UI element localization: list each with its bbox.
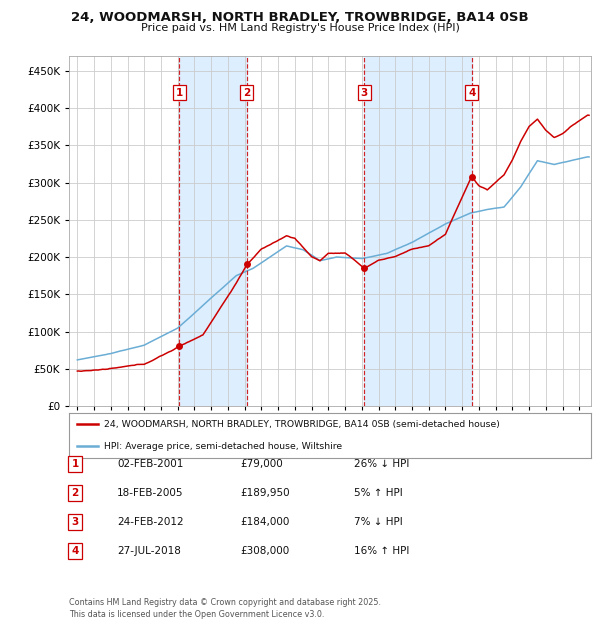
Text: 4: 4	[71, 546, 79, 556]
Text: 2: 2	[71, 488, 79, 498]
Text: Price paid vs. HM Land Registry's House Price Index (HPI): Price paid vs. HM Land Registry's House …	[140, 23, 460, 33]
Text: 3: 3	[71, 517, 79, 527]
Text: 26% ↓ HPI: 26% ↓ HPI	[354, 459, 409, 469]
Text: £79,000: £79,000	[240, 459, 283, 469]
Text: 02-FEB-2001: 02-FEB-2001	[117, 459, 184, 469]
Text: Contains HM Land Registry data © Crown copyright and database right 2025.
This d: Contains HM Land Registry data © Crown c…	[69, 598, 381, 619]
Text: £184,000: £184,000	[240, 517, 289, 527]
Bar	[364, 56, 472, 406]
Text: 24, WOODMARSH, NORTH BRADLEY, TROWBRIDGE, BA14 0SB (semi-detached house): 24, WOODMARSH, NORTH BRADLEY, TROWBRIDGE…	[104, 420, 500, 428]
Text: £189,950: £189,950	[240, 488, 290, 498]
Text: 24, WOODMARSH, NORTH BRADLEY, TROWBRIDGE, BA14 0SB: 24, WOODMARSH, NORTH BRADLEY, TROWBRIDGE…	[71, 11, 529, 24]
Bar	[179, 56, 247, 406]
Text: HPI: Average price, semi-detached house, Wiltshire: HPI: Average price, semi-detached house,…	[104, 442, 343, 451]
Text: 16% ↑ HPI: 16% ↑ HPI	[354, 546, 409, 556]
Text: 24-FEB-2012: 24-FEB-2012	[117, 517, 184, 527]
Text: 4: 4	[468, 87, 475, 97]
Text: 18-FEB-2005: 18-FEB-2005	[117, 488, 184, 498]
Text: 7% ↓ HPI: 7% ↓ HPI	[354, 517, 403, 527]
Text: 2: 2	[243, 87, 250, 97]
Text: 3: 3	[361, 87, 368, 97]
Text: 27-JUL-2018: 27-JUL-2018	[117, 546, 181, 556]
Text: 1: 1	[71, 459, 79, 469]
Text: 1: 1	[176, 87, 183, 97]
Text: £308,000: £308,000	[240, 546, 289, 556]
Text: 5% ↑ HPI: 5% ↑ HPI	[354, 488, 403, 498]
